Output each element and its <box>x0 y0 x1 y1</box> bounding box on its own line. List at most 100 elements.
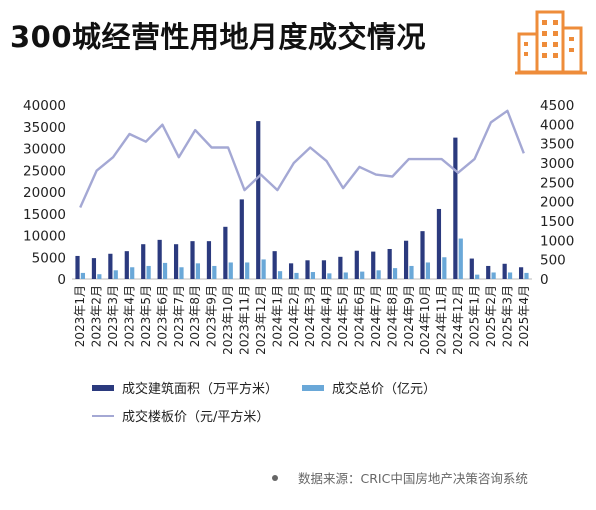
x-tick-label: 2023年11月 <box>238 285 252 355</box>
bar-total-price-23 <box>442 257 447 279</box>
bar-area-14 <box>288 263 294 279</box>
bar-total-price-7 <box>179 267 184 279</box>
x-tick-label: 2024年10月 <box>418 285 432 355</box>
bar-area-15 <box>305 260 310 279</box>
x-tick-label: 2024年4月 <box>320 285 334 347</box>
y-left-tick-label: 40000 <box>23 98 66 114</box>
bar-area-11 <box>239 199 244 279</box>
bar-total-price-24 <box>458 238 463 279</box>
bar-area-7 <box>173 244 179 279</box>
x-tick-label: 2023年9月 <box>205 285 219 347</box>
bar-total-price-22 <box>425 262 431 279</box>
bar-total-price-28 <box>524 272 529 279</box>
bar-area-5 <box>141 244 146 279</box>
y-right-tick-label: 3500 <box>540 137 574 153</box>
x-tick-label: 2024年5月 <box>336 285 350 347</box>
bar-area-4 <box>124 251 129 279</box>
legend-label-area: 成交建筑面积（万平方米） <box>122 382 279 397</box>
bar-area-12 <box>256 121 261 279</box>
y-left-tick-label: 20000 <box>23 185 66 201</box>
bar-total-price-3 <box>113 270 118 279</box>
bar-total-price-26 <box>491 272 496 279</box>
bar-area-10 <box>223 226 228 279</box>
y-left-tick-label: 0 <box>57 272 66 288</box>
bar-total-price-1 <box>80 272 86 279</box>
x-tick-label: 2024年3月 <box>303 285 317 347</box>
source-note: 数据来源：CRIC中国房地产决策咨询系统 <box>272 468 528 487</box>
bar-total-price-15 <box>310 272 316 279</box>
bar-total-price-19 <box>376 270 381 279</box>
x-tick-label: 2023年2月 <box>90 285 104 347</box>
bar-area-22 <box>420 231 425 279</box>
source-bullet <box>272 474 278 481</box>
legend-swatch-area <box>92 384 114 391</box>
bar-total-price-5 <box>146 265 151 279</box>
legend-swatch-total-price <box>302 384 324 391</box>
y-right-tick-label: 1000 <box>540 233 574 249</box>
y-left-tick-label: 5000 <box>32 250 66 266</box>
bar-total-price-6 <box>162 262 168 279</box>
bar-area-19 <box>371 251 376 279</box>
bar-total-price-14 <box>294 272 299 279</box>
bar-area-17 <box>338 256 343 279</box>
bar-total-price-8 <box>195 263 201 279</box>
bar-area-18 <box>354 250 359 279</box>
y-right-tick-label: 3000 <box>540 156 574 172</box>
legend-label-total-price: 成交总价（亿元） <box>332 382 437 397</box>
x-tick-label: 2025年2月 <box>484 285 498 347</box>
x-tick-label: 2023年5月 <box>139 285 153 347</box>
bar-area-1 <box>75 255 80 279</box>
bar-total-price-18 <box>360 271 365 279</box>
x-tick-label: 2023年12月 <box>254 285 268 355</box>
bar-area-16 <box>321 260 327 279</box>
bar-total-price-13 <box>277 271 283 279</box>
bar-area-24 <box>453 137 458 279</box>
bar-area-25 <box>469 258 474 279</box>
x-tick-label: 2023年1月 <box>73 285 87 347</box>
x-tick-label: 2023年4月 <box>123 285 137 347</box>
legend-item-area: 成交建筑面积（万平方米） <box>92 378 278 397</box>
bar-total-price-25 <box>475 274 480 279</box>
bar-area-27 <box>502 263 507 279</box>
legend-swatch-floor-price <box>92 414 114 417</box>
x-tick-label: 2025年4月 <box>517 285 531 347</box>
y-left-tick-label: 10000 <box>23 229 66 245</box>
bar-total-price-4 <box>130 267 135 279</box>
x-tick-label: 2024年7月 <box>369 285 383 347</box>
bar-total-price-10 <box>228 262 233 279</box>
x-tick-label: 2024年2月 <box>287 285 301 347</box>
building-icon <box>515 10 587 75</box>
x-tick-label: 2023年3月 <box>106 285 120 347</box>
bar-area-26 <box>486 265 491 279</box>
bar-area-3 <box>108 253 113 279</box>
y-right-tick-label: 2500 <box>540 175 574 191</box>
bar-total-price-12 <box>261 259 266 279</box>
x-tick-label: 2024年11月 <box>435 285 449 355</box>
y-left-tick-label: 25000 <box>23 163 66 179</box>
bar-area-2 <box>91 258 97 279</box>
bar-area-13 <box>272 251 277 279</box>
y-right-tick-label: 0 <box>540 272 549 288</box>
bar-area-9 <box>206 241 212 279</box>
y-right-tick-label: 500 <box>540 253 566 269</box>
x-tick-label: 2023年7月 <box>172 285 186 347</box>
bar-total-price-20 <box>392 268 398 279</box>
bar-total-price-17 <box>343 272 348 279</box>
source-text: 数据来源：CRIC中国房地产决策咨询系统 <box>298 471 528 486</box>
y-right-tick-label: 1500 <box>540 214 574 230</box>
bar-total-price-11 <box>245 262 250 279</box>
bar-total-price-9 <box>212 265 217 279</box>
y-left-tick-label: 30000 <box>23 142 66 158</box>
chart-title: 300城经营性用地月度成交情况 <box>10 20 427 54</box>
bar-total-price-2 <box>97 274 102 279</box>
x-tick-label: 2023年10月 <box>221 285 235 355</box>
bar-area-8 <box>190 241 195 279</box>
x-tick-label: 2025年1月 <box>468 285 482 347</box>
line-floor-price <box>79 109 525 208</box>
bar-total-price-27 <box>507 272 513 279</box>
x-tick-label: 2025年3月 <box>500 285 514 347</box>
x-tick-label: 2024年6月 <box>353 285 367 347</box>
y-right-tick-label: 4500 <box>540 98 574 114</box>
bar-area-21 <box>403 240 409 279</box>
bar-total-price-21 <box>409 265 414 279</box>
